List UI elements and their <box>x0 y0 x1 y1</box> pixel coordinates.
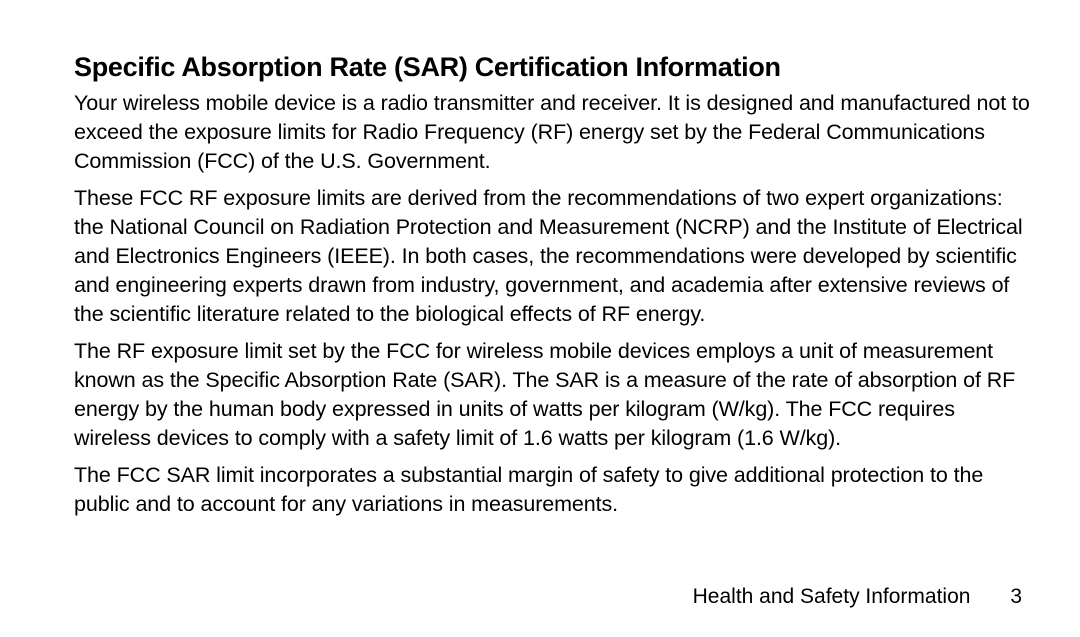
body-paragraph: The FCC SAR limit incorporates a substan… <box>74 461 1032 519</box>
document-page: Specific Absorption Rate (SAR) Certifica… <box>0 0 1080 637</box>
body-paragraph: The RF exposure limit set by the FCC for… <box>74 337 1032 453</box>
footer-page-number: 3 <box>1010 585 1022 608</box>
footer-section-label: Health and Safety Information <box>693 585 971 608</box>
body-paragraph: Your wireless mobile device is a radio t… <box>74 89 1032 176</box>
page-heading: Specific Absorption Rate (SAR) Certifica… <box>74 52 1032 83</box>
page-footer: Health and Safety Information 3 <box>693 585 1022 609</box>
body-paragraph: These FCC RF exposure limits are derived… <box>74 184 1032 329</box>
